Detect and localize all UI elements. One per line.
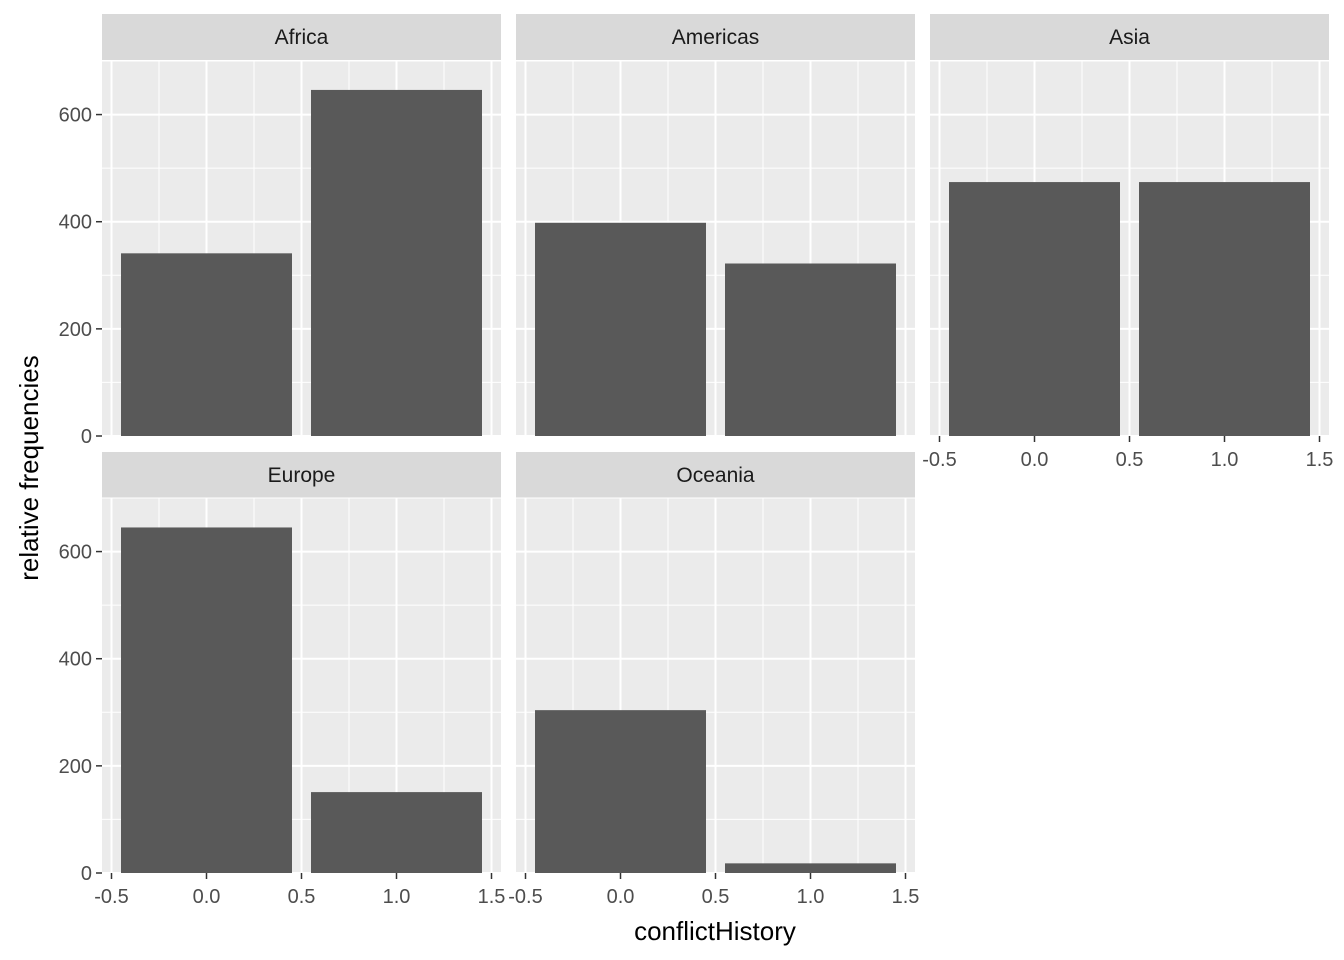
x-tick-label: 0.5 <box>702 886 730 908</box>
bar-oceania-x0 <box>535 710 706 873</box>
x-tick-label: 1.0 <box>1211 449 1239 471</box>
bar-europe-x0 <box>121 527 292 873</box>
y-tick-label: 0 <box>81 863 92 885</box>
x-tick-label: 1.0 <box>797 886 825 908</box>
bar-africa-x0 <box>121 253 292 436</box>
facet-strip-oceania <box>516 452 915 498</box>
facet-strip-label: Europe <box>268 464 336 487</box>
y-tick-label: 200 <box>59 756 92 778</box>
bar-asia-x0 <box>949 182 1120 436</box>
y-tick-label: 600 <box>59 542 92 564</box>
facet-panel-americas: Americas <box>516 14 915 437</box>
facet-panel-europe: Europe 0 200 400 600 -0.5 0.0 0.5 1.0 1.5 <box>59 452 506 908</box>
bar-europe-x1 <box>311 792 482 873</box>
facet-panel-oceania: Oceania -0.5 0.0 0.5 1.0 1.5 <box>508 452 919 908</box>
facet-strip-europe <box>102 452 501 498</box>
y-tick-label: 200 <box>59 319 92 341</box>
y-tick-label: 400 <box>59 212 92 234</box>
x-tick-label: -0.5 <box>922 449 956 471</box>
bar-americas-x1 <box>725 263 896 436</box>
x-axis-title: conflictHistory <box>634 916 796 946</box>
y-tick-label: 400 <box>59 649 92 671</box>
x-tick-label: 0.0 <box>607 886 635 908</box>
bar-oceania-x1 <box>725 863 896 873</box>
facet-strip-asia <box>930 14 1329 60</box>
facet-strip-label: Americas <box>672 26 760 49</box>
facet-strip-africa <box>102 14 501 60</box>
x-tick-label: 0.0 <box>1021 449 1049 471</box>
bar-americas-x0 <box>535 222 706 436</box>
facet-strip-label: Asia <box>1109 26 1150 49</box>
x-tick-label: -0.5 <box>94 886 128 908</box>
x-tick-label: 1.5 <box>478 886 506 908</box>
x-tick-label: -0.5 <box>508 886 542 908</box>
x-tick-label: 0.0 <box>193 886 221 908</box>
facet-strip-label: Oceania <box>676 464 755 487</box>
y-tick-label: 600 <box>59 105 92 127</box>
x-tick-label: 1.0 <box>383 886 411 908</box>
x-tick-label: 0.5 <box>1116 449 1144 471</box>
facet-panel-africa: Africa 0 200 400 600 <box>59 14 501 448</box>
y-axis-title: relative frequencies <box>14 355 44 580</box>
bar-africa-x1 <box>311 89 482 436</box>
y-tick-label: 0 <box>81 426 92 448</box>
facet-strip-americas <box>516 14 915 60</box>
x-tick-label: 1.5 <box>1306 449 1334 471</box>
facet-panel-asia: Asia -0.5 0.0 0.5 1.0 1.5 <box>922 14 1333 471</box>
x-tick-label: 1.5 <box>892 886 920 908</box>
x-tick-label: 0.5 <box>288 886 316 908</box>
bar-asia-x1 <box>1139 182 1310 436</box>
facet-strip-label: Africa <box>275 26 329 49</box>
